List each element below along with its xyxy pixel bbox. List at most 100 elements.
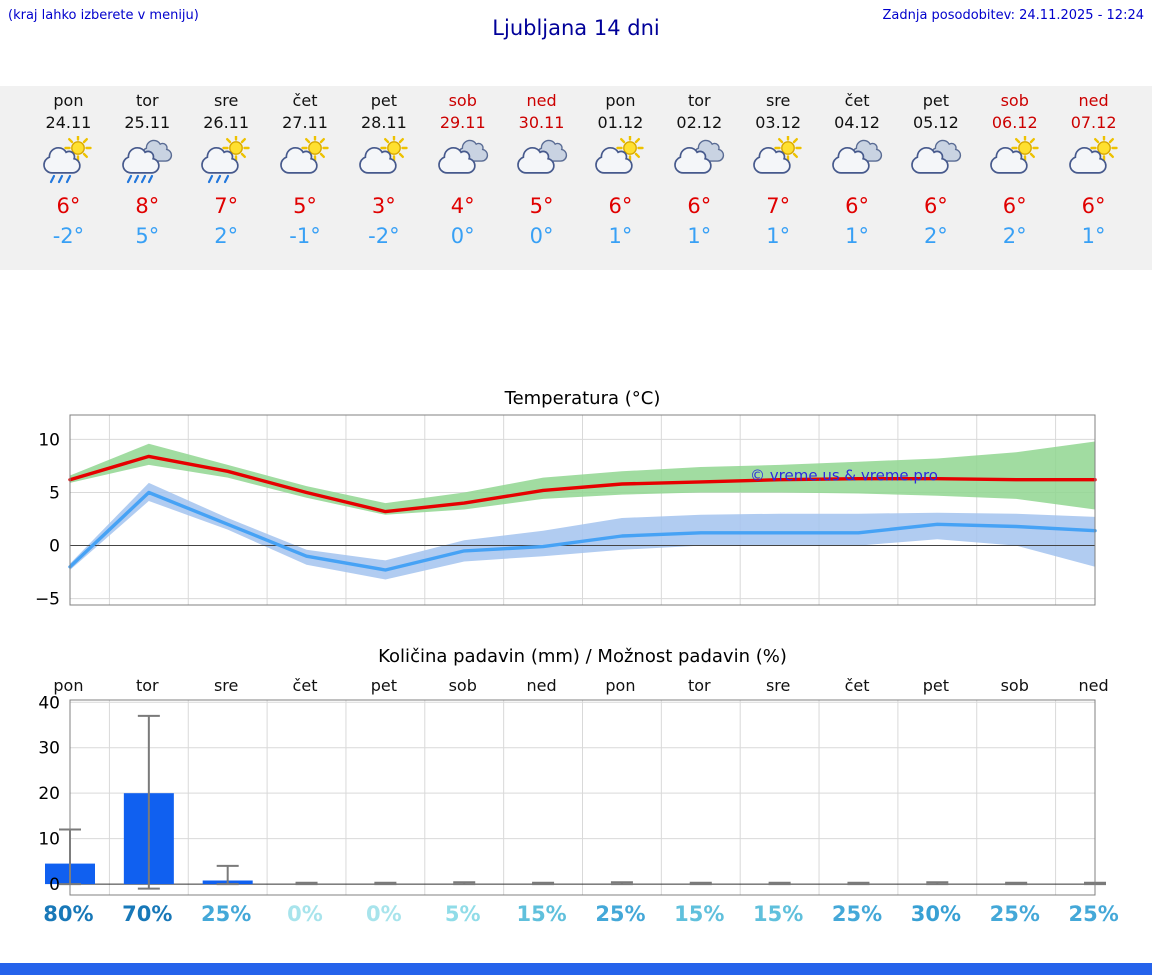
temp-max: 4° bbox=[450, 194, 475, 218]
location-hint: (kraj lahko izberete v meniju) bbox=[8, 8, 199, 23]
precip-day-label: pet bbox=[922, 676, 950, 695]
sun-icon bbox=[64, 134, 93, 162]
day-name: ned bbox=[526, 91, 557, 110]
rain-drops-icon bbox=[208, 174, 230, 184]
temp-max: 3° bbox=[371, 194, 396, 218]
temp-min: 2° bbox=[214, 224, 239, 248]
bottom-bar bbox=[0, 963, 1152, 975]
day-date: 02.12 bbox=[676, 113, 723, 132]
forecast-day: pet 28.11 3° -2° bbox=[344, 90, 423, 250]
day-date: 01.12 bbox=[597, 113, 644, 132]
temp-max: 6° bbox=[845, 194, 869, 218]
temp-min: 2° bbox=[1002, 224, 1027, 248]
day-date: 07.12 bbox=[1070, 113, 1117, 132]
day-name: sre bbox=[213, 91, 239, 110]
temp-min: 1° bbox=[845, 224, 869, 248]
precip-probability: 25% bbox=[989, 902, 1040, 926]
precip-probability: 15% bbox=[516, 902, 567, 926]
sun-icon bbox=[1089, 134, 1118, 162]
svg-text:40: 40 bbox=[38, 693, 60, 713]
precip-day-label: tor bbox=[687, 676, 711, 695]
forecast-day: sre 03.12 7° 1° bbox=[739, 90, 818, 250]
day-icon bbox=[266, 134, 345, 188]
day-name: pon bbox=[53, 91, 84, 110]
temp-max: 6° bbox=[56, 194, 81, 218]
forecast-day: sob 06.12 6° 2° bbox=[975, 90, 1054, 250]
precip-probability: 70% bbox=[122, 902, 173, 926]
forecast-day: čet 04.12 6° 1° bbox=[818, 90, 897, 250]
forecast-day: pon 01.12 6° 1° bbox=[581, 90, 660, 250]
day-date: 25.11 bbox=[124, 113, 171, 132]
day-icon bbox=[108, 136, 187, 188]
temp-min: 5° bbox=[135, 224, 160, 248]
weather-icon-partly bbox=[595, 134, 645, 174]
day-icon bbox=[29, 134, 108, 188]
forecast-day: pet 05.12 6° 2° bbox=[896, 90, 975, 250]
day-icon bbox=[187, 134, 266, 188]
temp-min: 1° bbox=[608, 224, 633, 248]
temperature-chart-title: Temperatura (°C) bbox=[504, 388, 661, 409]
day-name: sob bbox=[448, 91, 477, 110]
day-name: ned bbox=[1078, 91, 1109, 110]
weather-icon-partly bbox=[280, 134, 329, 174]
precip-chart-title: Količina padavin (mm) / Možnost padavin … bbox=[378, 646, 787, 667]
day-date: 29.11 bbox=[439, 113, 486, 132]
temp-min: 0° bbox=[450, 224, 475, 248]
rain-drops-icon bbox=[127, 174, 154, 184]
precip-probability: 25% bbox=[201, 902, 252, 926]
temp-max: 6° bbox=[1002, 194, 1027, 218]
forecast-day: čet 27.11 5° -1° bbox=[266, 90, 345, 250]
day-icon bbox=[581, 134, 660, 188]
day-name: pon bbox=[605, 91, 636, 110]
precip-probability: 15% bbox=[674, 902, 725, 926]
day-date: 28.11 bbox=[360, 113, 407, 132]
precip-day-label: sob bbox=[1000, 676, 1029, 695]
precip-day-label: čet bbox=[292, 676, 318, 695]
temp-max: 7° bbox=[766, 194, 791, 218]
precip-probability: 25% bbox=[595, 902, 646, 926]
day-icon bbox=[660, 136, 739, 188]
precip-probability: 25% bbox=[831, 902, 883, 926]
last-update: Zadnja posodobitev: 24.11.2025 - 12:24 bbox=[882, 8, 1144, 23]
precip-day-label: ned bbox=[526, 676, 557, 695]
forecast-day: tor 02.12 6° 1° bbox=[660, 90, 739, 250]
precip-probability: 30% bbox=[910, 902, 962, 926]
forecast-day: sob 29.11 4° 0° bbox=[423, 90, 502, 250]
day-name: pet bbox=[370, 91, 397, 110]
precip-day-label: sre bbox=[765, 676, 791, 695]
day-date: 03.12 bbox=[755, 113, 802, 132]
weather-icon-cloudy bbox=[674, 139, 725, 174]
day-date: 05.12 bbox=[912, 113, 959, 132]
sun-icon bbox=[222, 134, 250, 162]
precip-day-label: ned bbox=[1078, 676, 1109, 695]
temp-max: 5° bbox=[529, 194, 554, 218]
day-name: tor bbox=[135, 91, 159, 110]
precip-day-label: čet bbox=[844, 676, 870, 695]
svg-text:−5: −5 bbox=[35, 590, 60, 610]
forecast-day: sre 26.11 7° 2° bbox=[187, 90, 266, 250]
day-date: 24.11 bbox=[45, 113, 92, 132]
svg-text:0: 0 bbox=[49, 875, 60, 895]
sun-icon bbox=[774, 134, 802, 162]
svg-text:10: 10 bbox=[38, 830, 60, 850]
watermark: © vreme.us & vreme.pro bbox=[750, 467, 938, 485]
precip-day-label: tor bbox=[135, 676, 159, 695]
precip-probability: 0% bbox=[287, 902, 323, 926]
day-name: pet bbox=[922, 91, 950, 110]
day-name: sre bbox=[765, 91, 791, 110]
weather-icon-partly bbox=[359, 134, 408, 174]
weather-icon-rain_sun bbox=[201, 134, 250, 184]
weather-icon-partly bbox=[753, 134, 802, 174]
forecast-day: ned 07.12 6° 1° bbox=[1054, 90, 1133, 250]
temp-max: 8° bbox=[135, 194, 160, 218]
day-date: 04.12 bbox=[834, 113, 880, 132]
precip-probability: 5% bbox=[444, 902, 481, 926]
precip-day-label: sre bbox=[213, 676, 239, 695]
precip-probability: 0% bbox=[366, 902, 402, 926]
day-icon bbox=[502, 136, 581, 188]
day-date: 06.12 bbox=[991, 113, 1038, 132]
temp-min: 1° bbox=[1081, 224, 1106, 248]
precipitation-chart: 0 10 20 30 40 bbox=[38, 693, 1106, 896]
day-icon bbox=[344, 134, 423, 188]
weather-icon-partly bbox=[1068, 134, 1118, 174]
